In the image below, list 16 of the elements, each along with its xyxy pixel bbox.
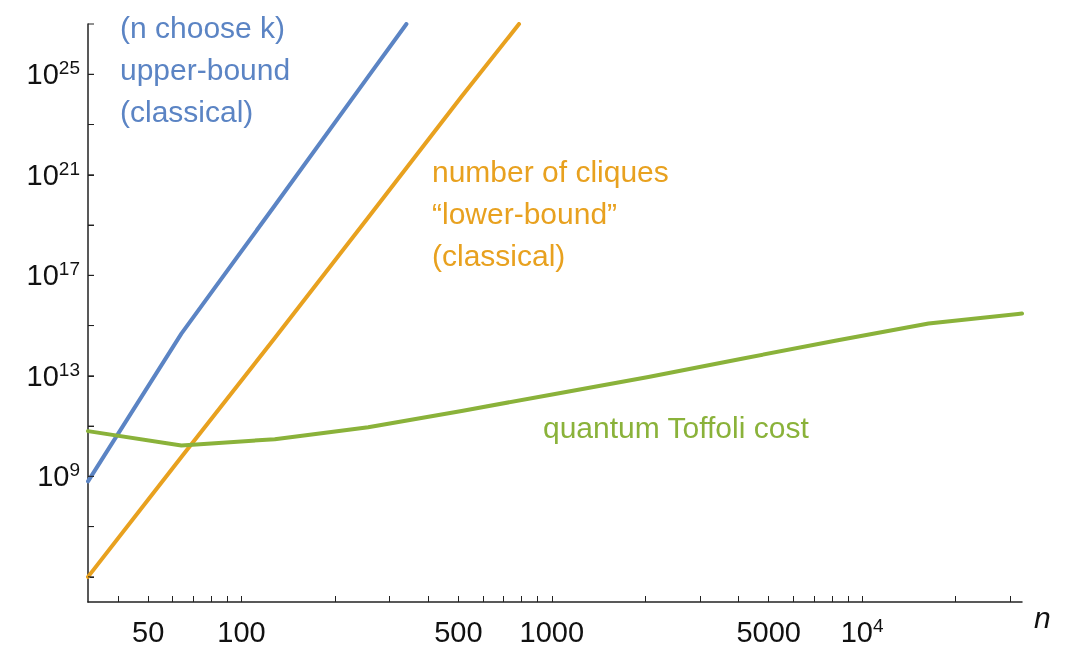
series-label: number of cliques “lower-bound” (classical) [432, 154, 669, 272]
x-tick-label: 10$^{4}$ [840, 614, 884, 648]
y-tick-label: 10$^{25}$ [26, 56, 80, 91]
x-tick-label: 5000 [736, 616, 801, 648]
y-tick-label: 10$^{9}$ [37, 458, 80, 493]
y-tick-label: 10$^{13}$ [26, 358, 80, 392]
line-series [86, 311, 1024, 448]
x-tick-label: 100 [217, 616, 266, 648]
x-axis-title: n [1034, 600, 1051, 634]
x-tick-label: 50 [132, 616, 165, 648]
series-label: (n choose k) upper-bound (classical) [120, 10, 291, 128]
x-tick-label: 1000 [519, 616, 585, 648]
series-label: quantum Toffoli cost [543, 410, 810, 444]
y-tick-label: 10$^{21}$ [26, 157, 80, 191]
y-tick-label: 10$^{17}$ [26, 257, 80, 292]
x-tick-label: 500 [434, 616, 483, 648]
